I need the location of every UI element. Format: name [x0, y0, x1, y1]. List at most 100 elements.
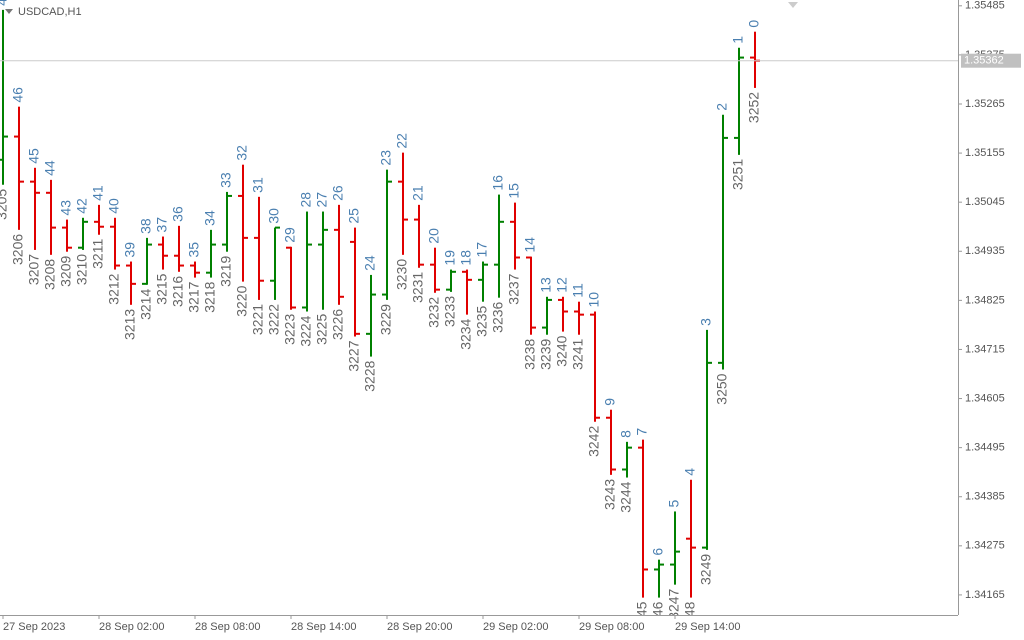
- bar-countdown-label: 43: [58, 200, 74, 216]
- bar-index-label: 3233: [442, 296, 458, 327]
- bar-index-label: 3247: [666, 588, 682, 619]
- bar-index-label: 3220: [234, 285, 250, 316]
- bar-index-label: 3250: [714, 373, 730, 404]
- bar-index-label: 3241: [570, 339, 586, 370]
- bar-index-label: 3230: [394, 259, 410, 290]
- bar-countdown-label: 24: [362, 255, 378, 271]
- bar-countdown-label: 36: [170, 206, 186, 222]
- x-tick-label: 28 Sep 20:00: [387, 621, 452, 633]
- bar-index-label: 3236: [490, 301, 506, 332]
- bar-countdown-label: 2: [714, 103, 730, 111]
- bar-countdown-label: 21: [410, 185, 426, 201]
- bar-countdown-label: 45: [26, 148, 42, 164]
- bar-index-label: 3245: [634, 601, 650, 632]
- bar-countdown-label: 8: [618, 430, 634, 438]
- bar-countdown-label: 0: [746, 20, 762, 28]
- bar-countdown-label: 26: [330, 185, 346, 201]
- y-tick-label: 1.34715: [965, 343, 1005, 355]
- bar-index-label: 3249: [698, 554, 714, 585]
- bar-index-label: 3222: [266, 304, 282, 335]
- bar-index-label: 3217: [186, 281, 202, 312]
- bar-index-label: 3218: [202, 281, 218, 312]
- y-tick-label: 1.34495: [965, 442, 1005, 454]
- bar-countdown-label: 10: [586, 292, 602, 308]
- x-tick-label: 28 Sep 14:00: [291, 621, 356, 633]
- bar-index-label: 3242: [586, 426, 602, 457]
- bar-index-label: 3228: [362, 360, 378, 391]
- y-tick-label: 1.35265: [965, 98, 1005, 110]
- x-tick-label: 29 Sep 14:00: [675, 621, 740, 633]
- bar-index-label: 3229: [378, 304, 394, 335]
- bar-index-label: 3248: [682, 601, 698, 632]
- y-tick-label: 1.34385: [965, 491, 1005, 503]
- symbol-menu-icon[interactable]: [5, 9, 13, 14]
- bar-countdown-label: 20: [426, 228, 442, 244]
- bar-index-label: 3239: [538, 339, 554, 370]
- bar-countdown-label: 16: [490, 175, 506, 191]
- bar-countdown-label: 32: [234, 145, 250, 161]
- bar-index-label: 3226: [330, 309, 346, 340]
- bar-countdown-label: 18: [458, 250, 474, 266]
- bar-index-label: 3212: [106, 273, 122, 304]
- bar-index-label: 3215: [154, 273, 170, 304]
- current-price-box: [961, 53, 1021, 68]
- bar-countdown-label: 19: [442, 250, 458, 266]
- bar-countdown-label: 30: [266, 208, 282, 224]
- bar-index-label: 3240: [554, 335, 570, 366]
- bar-countdown-label: 25: [346, 208, 362, 224]
- bar-countdown-label: 40: [106, 198, 122, 214]
- bar-countdown-label: 4: [682, 468, 698, 476]
- bar-index-label: 3227: [346, 340, 362, 371]
- bar-countdown-label: 44: [42, 160, 58, 176]
- bar-countdown-label: 35: [186, 242, 202, 258]
- bar-index-label: 3223: [282, 314, 298, 345]
- y-tick-label: 1.34825: [965, 294, 1005, 306]
- bar-countdown-label: 37: [154, 217, 170, 233]
- bar-countdown-label: 14: [522, 237, 538, 253]
- bar-countdown-label: 1: [730, 36, 746, 44]
- bar-countdown-label: 3: [698, 318, 714, 326]
- plot-area: 4732054632064532074432084332094232104132…: [0, 0, 762, 632]
- bar-index-label: 3246: [650, 601, 666, 632]
- bar-index-label: 3221: [250, 304, 266, 335]
- bar-countdown-label: 9: [602, 398, 618, 406]
- bar-index-label: 3211: [90, 239, 106, 269]
- current-price-label: 1.35362: [964, 55, 1004, 67]
- shift-marker: [788, 2, 798, 8]
- bar-countdown-label: 17: [474, 242, 490, 258]
- bar-index-label: 3213: [122, 309, 138, 340]
- bar-index-label: 3235: [474, 305, 490, 336]
- bar-index-label: 3214: [138, 289, 154, 320]
- bar-countdown-label: 29: [282, 227, 298, 243]
- bar-index-label: 3216: [170, 276, 186, 307]
- y-tick-label: 1.35485: [965, 0, 1005, 12]
- bar-index-label: 3243: [602, 479, 618, 510]
- bar-countdown-label: 34: [202, 210, 218, 226]
- bar-index-label: 3224: [298, 315, 314, 346]
- symbol-label: USDCAD,H1: [18, 6, 82, 18]
- bar-countdown-label: 5: [666, 499, 682, 507]
- bar-countdown-label: 31: [250, 177, 266, 193]
- bar-countdown-label: 47: [0, 0, 10, 6]
- x-tick-label: 29 Sep 08:00: [579, 621, 644, 633]
- bar-countdown-label: 12: [554, 277, 570, 293]
- bar-index-label: 3244: [618, 481, 634, 512]
- bar-index-label: 3209: [58, 256, 74, 287]
- x-tick-label: 29 Sep 02:00: [483, 621, 548, 633]
- bar-countdown-label: 15: [506, 183, 522, 199]
- bar-index-label: 3238: [522, 339, 538, 370]
- bar-index-label: 3231: [410, 272, 426, 303]
- bar-index-label: 3210: [74, 254, 90, 285]
- bar-countdown-label: 7: [634, 428, 650, 436]
- bar-countdown-label: 23: [378, 150, 394, 166]
- y-tick-label: 1.34275: [965, 540, 1005, 552]
- bar-countdown-label: 39: [122, 242, 138, 258]
- bar-index-label: 3206: [10, 234, 26, 265]
- bar-countdown-label: 46: [10, 87, 26, 103]
- bar-index-label: 3207: [26, 254, 42, 285]
- bar-index-label: 3219: [218, 256, 234, 287]
- x-tick-label: 28 Sep 02:00: [99, 621, 164, 633]
- bar-countdown-label: 38: [138, 218, 154, 234]
- bar-countdown-label: 33: [218, 172, 234, 188]
